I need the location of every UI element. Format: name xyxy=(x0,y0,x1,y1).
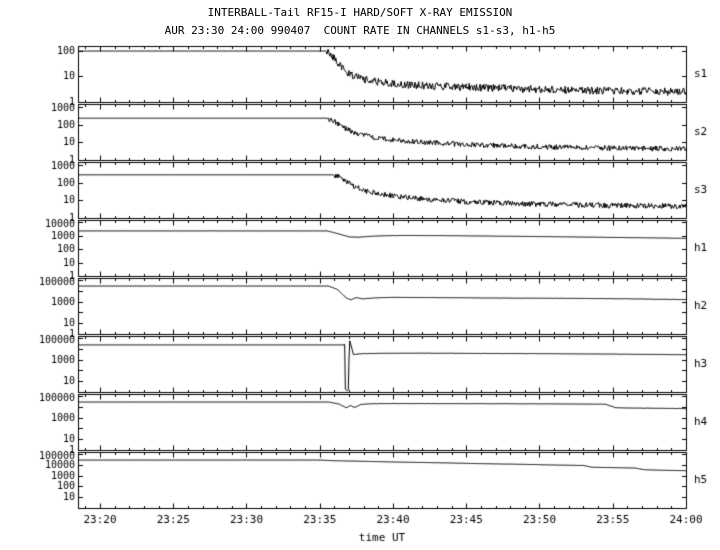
chart-subtitle: AUR 23:30 24:00 990407 COUNT RATE IN CHA… xyxy=(164,24,556,37)
chart-title: INTERBALL-Tail RF15-I HARD/SOFT X-RAY EM… xyxy=(207,6,513,19)
